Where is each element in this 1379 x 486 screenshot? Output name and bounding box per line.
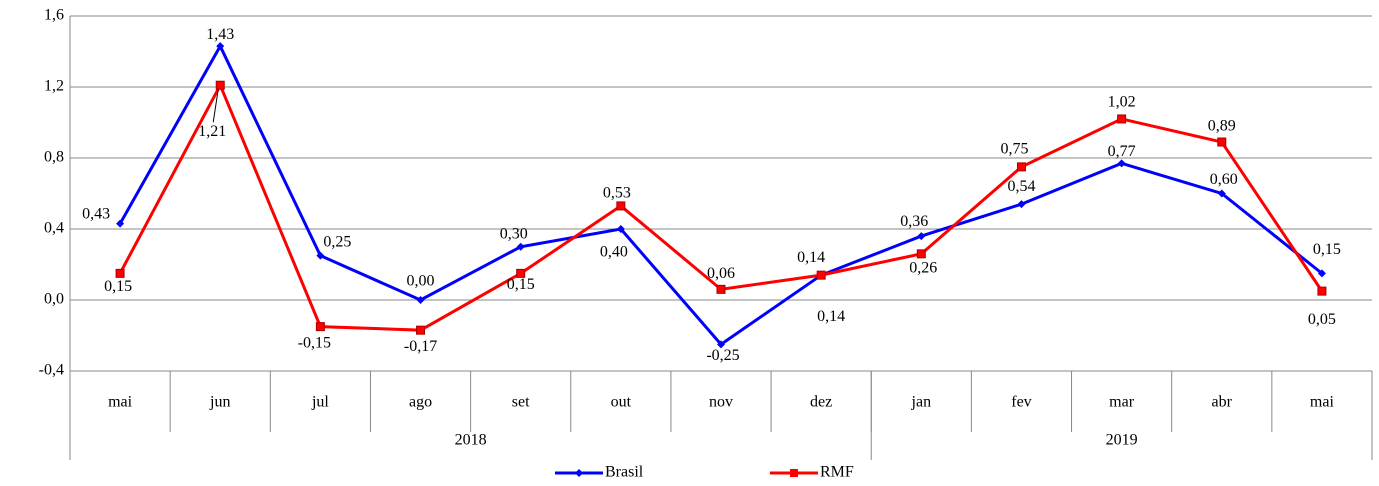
marker	[316, 251, 325, 260]
x-tick-label: jan	[911, 394, 932, 411]
x-group-label: 2018	[455, 432, 487, 449]
data-label: 0,54	[1007, 178, 1035, 195]
marker	[116, 219, 125, 228]
data-label: 1,02	[1108, 94, 1136, 111]
marker	[1317, 286, 1327, 296]
y-tick-label: -0,4	[39, 362, 64, 379]
data-label: 0,77	[1108, 143, 1136, 160]
data-label: 0,05	[1308, 311, 1336, 328]
marker	[516, 242, 525, 251]
x-tick-label: ago	[409, 394, 432, 411]
data-label: 0,15	[1313, 241, 1341, 258]
y-tick-label: 0,4	[44, 220, 64, 237]
data-label: 0,00	[407, 273, 435, 290]
x-tick-label: fev	[1011, 394, 1031, 411]
data-label: 0,25	[323, 233, 351, 250]
x-tick-label: mar	[1109, 394, 1135, 411]
marker	[916, 249, 926, 259]
data-label: 0,30	[500, 225, 528, 242]
marker	[716, 284, 726, 294]
legend-marker	[790, 469, 798, 477]
marker	[416, 296, 425, 304]
marker	[1217, 137, 1227, 147]
marker	[1217, 189, 1226, 198]
y-tick-label: 0,8	[44, 149, 64, 166]
x-tick-label: mai	[1310, 394, 1335, 411]
marker	[1017, 200, 1026, 209]
x-tick-label: set	[512, 394, 530, 411]
data-label: 0,40	[600, 244, 628, 261]
data-label: 0,14	[797, 249, 825, 266]
leader-line	[212, 89, 219, 123]
data-label: 0,36	[900, 213, 928, 230]
y-tick-label: 0,0	[44, 291, 64, 308]
marker	[416, 325, 426, 335]
x-tick-label: jul	[311, 394, 329, 411]
legend-label: RMF	[820, 464, 854, 481]
data-label: 0,06	[707, 265, 735, 282]
data-label: 0,15	[104, 278, 132, 295]
x-tick-label: dez	[810, 394, 832, 411]
data-label: 0,53	[603, 185, 631, 202]
data-label: 0,14	[817, 308, 845, 325]
data-label: 1,43	[206, 26, 234, 43]
y-tick-label: 1,2	[44, 78, 64, 95]
marker	[216, 42, 225, 51]
marker	[1117, 159, 1126, 168]
x-tick-label: out	[611, 394, 632, 411]
data-label: 1,21	[198, 123, 226, 140]
marker	[717, 340, 725, 349]
data-label: -0,15	[298, 334, 331, 351]
data-label: 0,43	[82, 205, 110, 222]
marker	[616, 225, 625, 233]
marker	[115, 268, 125, 278]
x-group-label: 2019	[1106, 432, 1138, 449]
marker	[516, 268, 526, 278]
marker	[1117, 114, 1127, 124]
data-label: -0,25	[706, 347, 739, 364]
data-label: 0,75	[1000, 141, 1028, 158]
marker	[917, 232, 926, 241]
x-tick-label: jun	[209, 394, 230, 411]
marker	[816, 270, 826, 280]
marker	[616, 201, 626, 211]
data-label: 0,60	[1210, 171, 1238, 188]
x-tick-label: abr	[1212, 394, 1233, 411]
marker	[1317, 269, 1326, 278]
data-label: 0,15	[507, 276, 535, 293]
data-label: 0,26	[909, 260, 937, 277]
data-label: 0,89	[1208, 118, 1236, 135]
marker	[1016, 162, 1026, 172]
data-label: -0,17	[404, 338, 437, 355]
legend-label: Brasil	[605, 464, 644, 481]
marker	[315, 322, 325, 332]
legend-marker	[575, 469, 583, 477]
marker	[215, 80, 225, 90]
y-tick-label: 1,6	[44, 7, 64, 24]
x-tick-label: mai	[108, 394, 133, 411]
x-tick-label: nov	[709, 394, 733, 411]
